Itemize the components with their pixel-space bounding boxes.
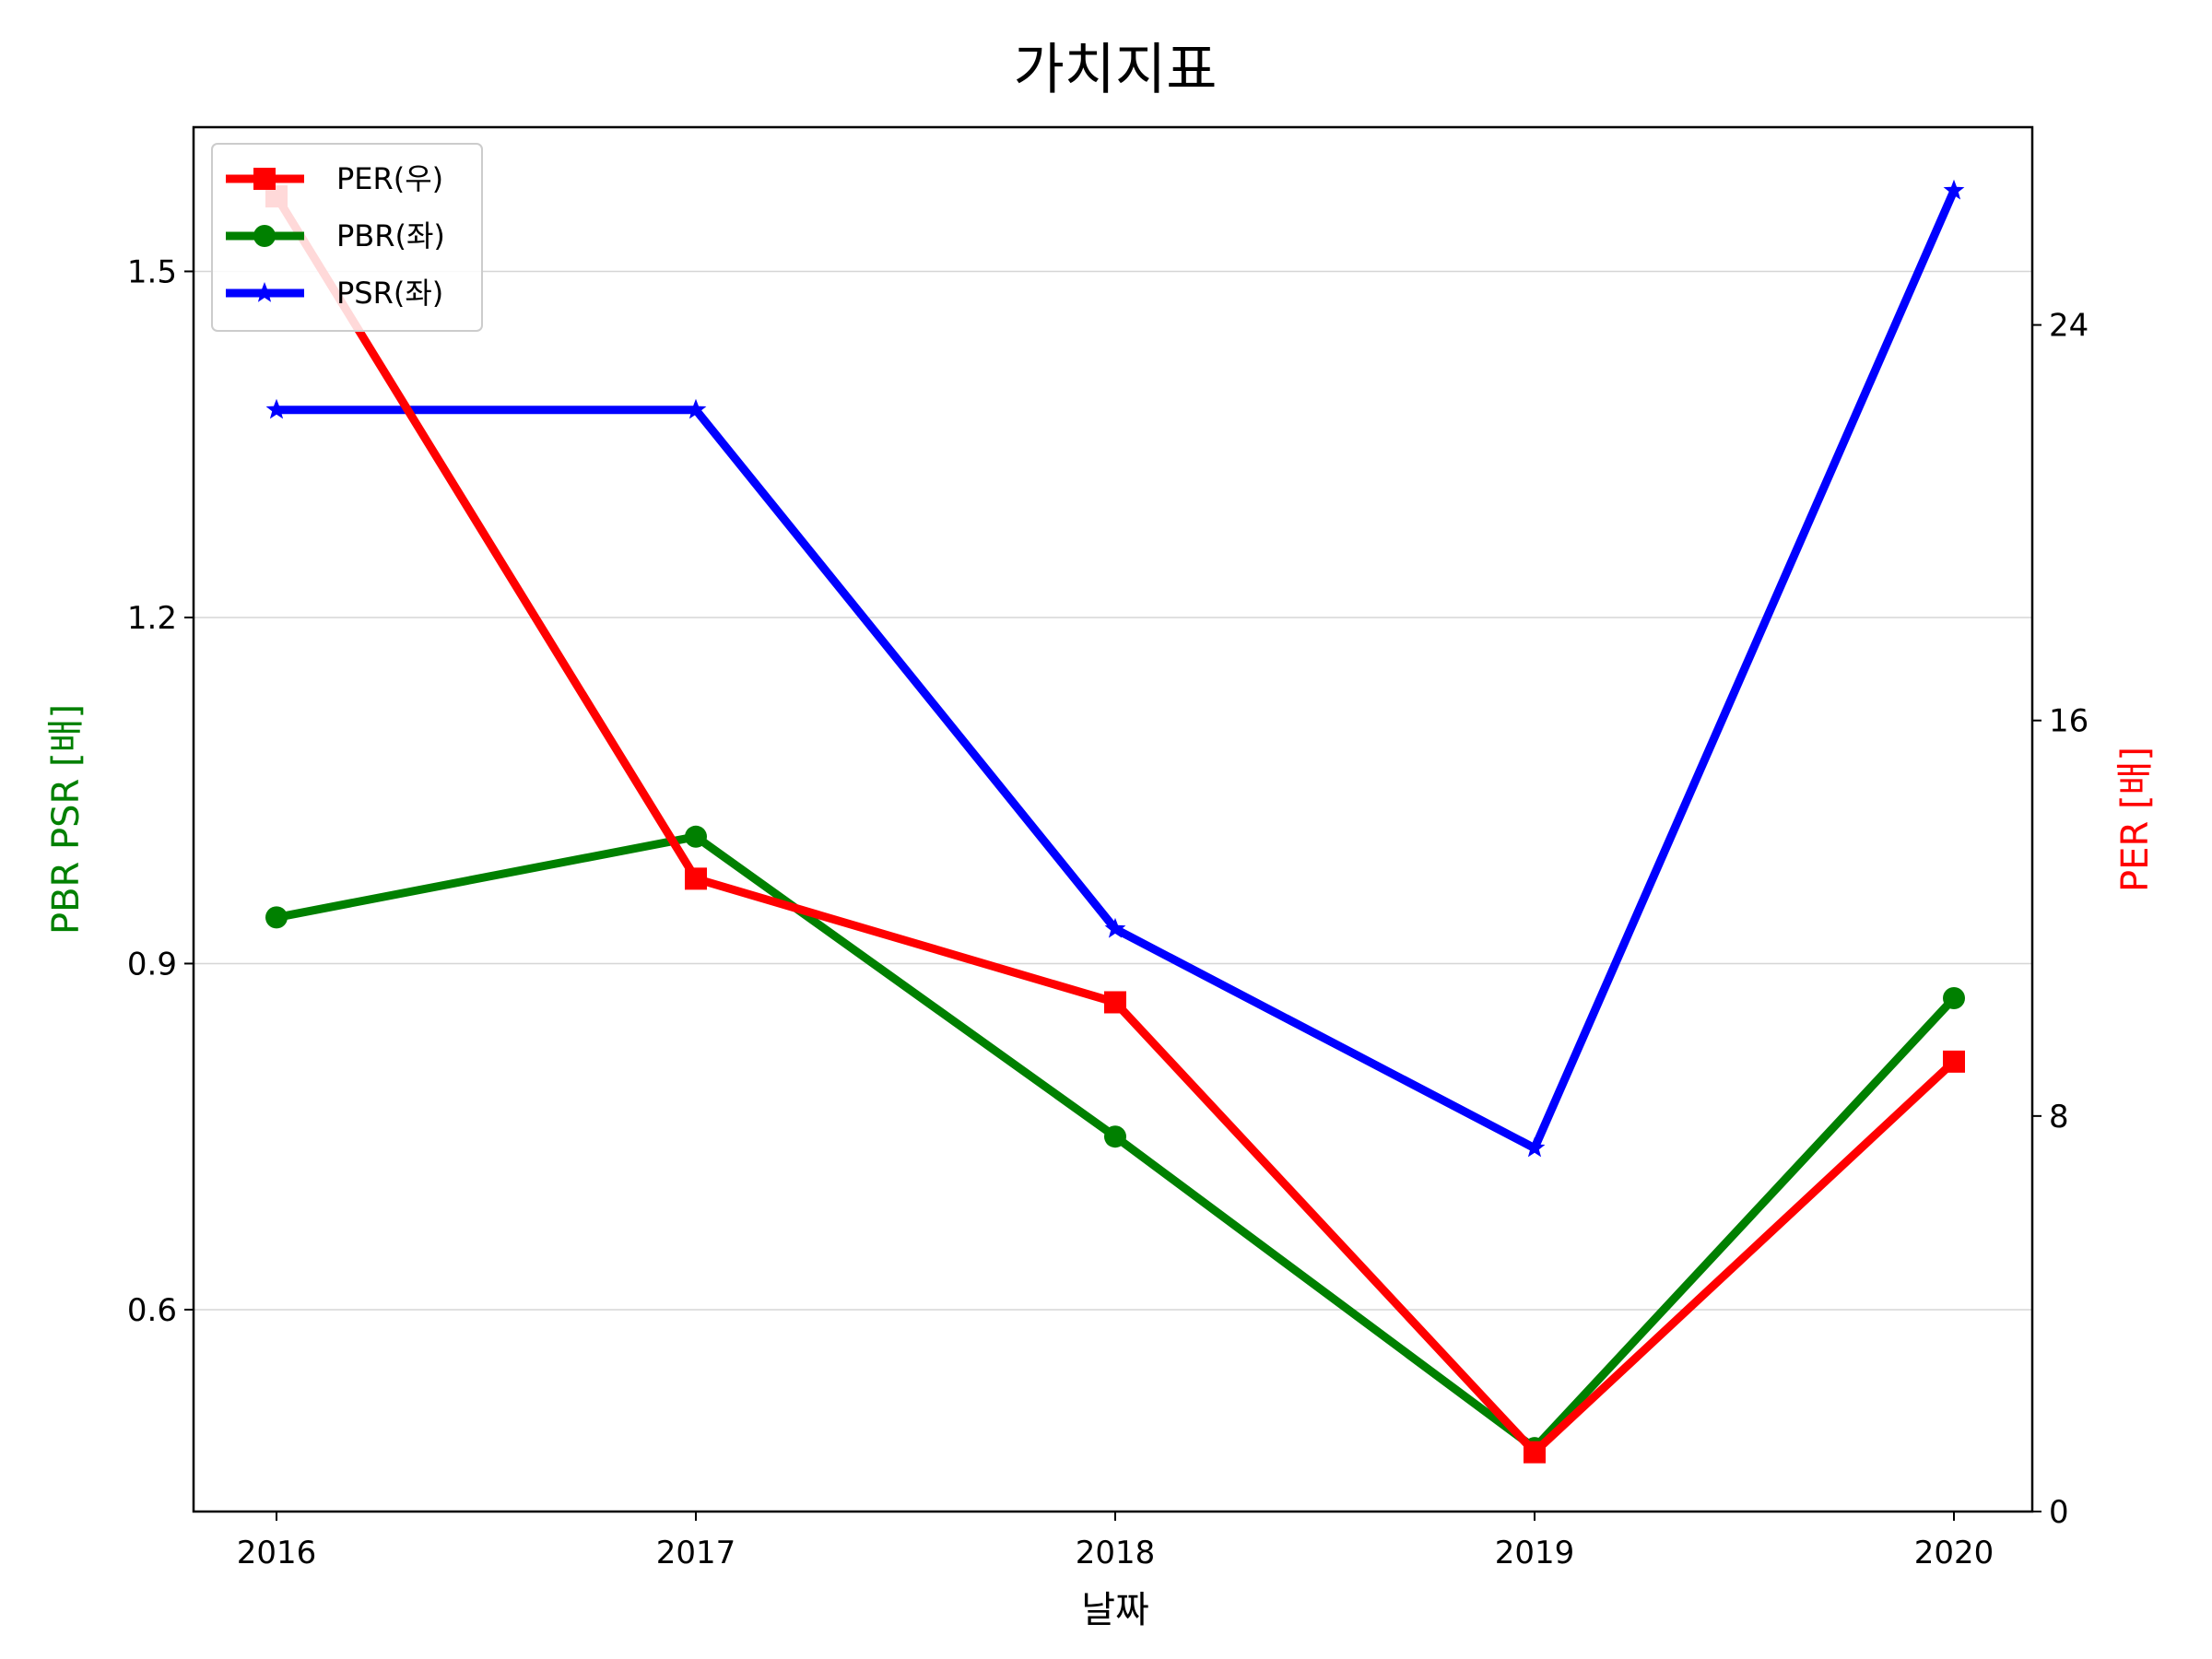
series-marker-circle [1104,1125,1126,1148]
left-axis-label: PBR PSR [배] [45,704,88,935]
left-axis: 0.6 0.9 1.2 1.5 [127,253,194,1329]
series-marker-star [1104,917,1126,938]
series-marker-square [1943,1050,1965,1073]
series-marker-circle [253,225,276,247]
series-marker-square [685,867,707,890]
x-tick-label: 2016 [237,1535,317,1571]
series-marker-circle [1943,987,1965,1010]
series-marker-star [1524,1136,1546,1158]
left-tick-label: 0.9 [127,946,177,982]
right-tick-label: 8 [2049,1099,2069,1135]
series-marker-square [253,168,276,190]
series-star [265,179,1965,1158]
series-marker-star [265,398,288,419]
right-axis-label: PER [배] [2114,747,2157,892]
series-layer [265,179,1965,1464]
series-marker-circle [265,906,288,929]
legend-label: PER(우) [336,161,443,196]
right-tick-label: 16 [2049,703,2088,740]
legend-label: PSR(좌) [336,276,443,311]
x-axis: 2016 2017 2018 2019 2020 [237,1512,1994,1571]
x-tick-label: 2017 [656,1535,736,1571]
series-marker-star [685,398,707,419]
x-tick-label: 2019 [1495,1535,1575,1571]
right-tick-label: 0 [2049,1494,2069,1531]
left-tick-label: 1.2 [127,600,177,637]
right-axis: 0 8 16 24 [2032,308,2088,1531]
series-marker-star [253,282,276,302]
plot-area [192,125,2034,1513]
legend: PER(우) PBR(좌) PSR(좌) [211,143,483,332]
series-marker-square [1524,1441,1546,1464]
series-square [265,185,1965,1464]
left-tick-label: 0.6 [127,1292,177,1329]
series-marker-star [1943,179,1965,200]
left-tick-label: 1.5 [127,253,177,290]
series-marker-circle [685,825,707,848]
legend-label: PBR(좌) [336,218,445,253]
chart-title: 가치지표 [1014,38,1218,102]
grid-lines [194,270,2032,1311]
right-tick-label: 24 [2049,308,2088,345]
x-tick-label: 2020 [1914,1535,1994,1571]
legend-box [211,143,483,332]
x-tick-label: 2018 [1076,1535,1156,1571]
x-axis-label: 날짜 [1081,1589,1149,1631]
series-marker-square [1104,991,1126,1014]
